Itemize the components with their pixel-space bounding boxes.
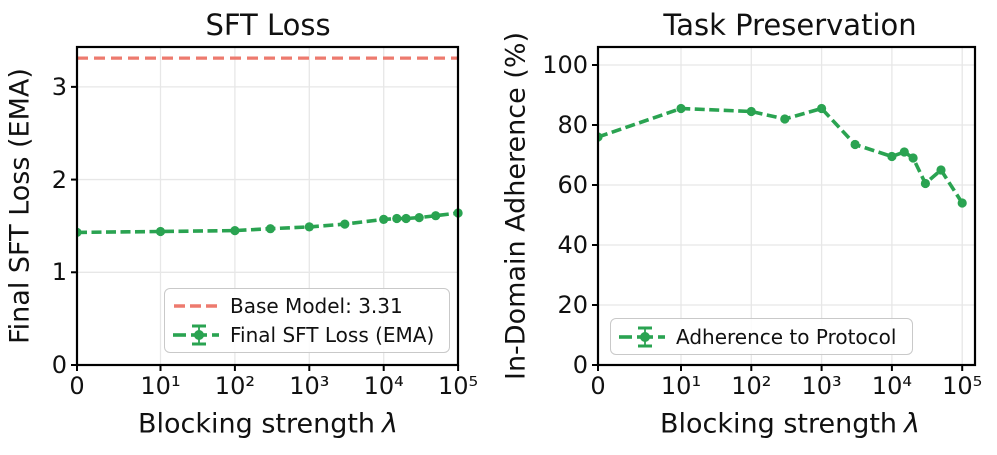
data-point <box>936 165 946 175</box>
right-chart-title: Task Preservation <box>663 8 917 42</box>
data-point <box>304 222 314 232</box>
data-point <box>887 151 897 162</box>
legend-label: Base Model: 3.31 <box>230 293 403 318</box>
data-point <box>817 103 827 114</box>
left-legend: Base Model: 3.31 Final SFT Loss (EMA) <box>164 288 450 353</box>
data-point <box>850 139 860 150</box>
y-tick-label: 40 <box>557 231 588 259</box>
legend-label: Final SFT Loss (EMA) <box>230 323 435 348</box>
data-line <box>598 106 964 204</box>
legend-entry-adherence: Adherence to Protocol <box>611 324 912 350</box>
data-line <box>77 211 459 235</box>
legend-entry-sft-loss: Final SFT Loss (EMA) <box>165 322 449 348</box>
right-y-axis-label: In-Domain Adherence (%) <box>500 31 532 381</box>
data-point <box>957 198 967 208</box>
lambda-symbol: λ <box>904 408 921 440</box>
red-dashed-line-icon <box>174 303 217 308</box>
legend-entry-base-model: Base Model: 3.31 <box>165 293 449 319</box>
x-tick-label: 10⁵ <box>438 372 479 400</box>
y-tick-label: 2 <box>51 165 67 194</box>
data-point <box>431 211 441 221</box>
axes-frame <box>596 45 977 367</box>
y-tick-label: 60 <box>557 171 588 199</box>
x-tick-label: 10³ <box>801 372 842 400</box>
data-point <box>598 132 603 142</box>
series-group <box>598 103 967 208</box>
x-tick-label: 10¹ <box>140 372 181 400</box>
left-y-axis-label: Final SFT Loss (EMA) <box>4 68 36 344</box>
left-x-axis-label-text: Blocking strength <box>137 408 376 440</box>
left-x-axis-label: Blocking strength λ <box>138 409 398 440</box>
data-point <box>230 226 240 236</box>
y-tick-label: 1 <box>51 258 67 287</box>
x-tick-label: 10⁵ <box>942 372 983 400</box>
data-point <box>340 219 350 229</box>
y-tick-label: 100 <box>542 51 588 79</box>
right-x-axis-label-text: Blocking strength <box>659 408 898 440</box>
axes-frame <box>75 45 460 367</box>
legend-label: Adherence to Protocol <box>676 324 897 349</box>
lambda-symbol: λ <box>382 408 399 440</box>
data-point <box>77 227 82 237</box>
x-tick-label: 10² <box>214 372 255 400</box>
data-point <box>401 213 411 224</box>
data-point <box>920 178 931 189</box>
data-point <box>379 214 389 224</box>
data-point <box>899 147 909 157</box>
data-point <box>265 224 275 234</box>
y-tick-label: 0 <box>572 351 588 379</box>
left-chart-title: SFT Loss <box>205 8 331 42</box>
right-x-axis-label: Blocking strength λ <box>660 409 920 440</box>
x-tick-label: 10² <box>731 372 772 400</box>
x-tick-label: 10⁴ <box>363 372 404 400</box>
x-tick-label: 0 <box>69 372 85 400</box>
data-point <box>155 226 166 237</box>
x-tick-label: 10⁴ <box>871 372 912 400</box>
x-tick-label: 10¹ <box>660 372 702 400</box>
y-tick-label: 3 <box>51 72 67 101</box>
data-point <box>746 106 756 117</box>
x-tick-label: 10³ <box>289 372 330 400</box>
data-point <box>392 213 402 224</box>
right-legend: Adherence to Protocol <box>610 318 913 355</box>
y-tick-label: 20 <box>557 291 588 319</box>
green-errorbar-line-icon <box>173 324 219 346</box>
data-point <box>780 114 790 124</box>
y-tick-label: 0 <box>51 351 67 379</box>
data-point <box>414 213 424 223</box>
data-point <box>676 103 686 114</box>
series-group <box>77 56 463 237</box>
green-errorbar-line-icon <box>619 326 665 347</box>
y-tick-label: 80 <box>557 111 588 139</box>
data-point <box>908 153 918 163</box>
x-tick-label: 0 <box>590 372 606 400</box>
